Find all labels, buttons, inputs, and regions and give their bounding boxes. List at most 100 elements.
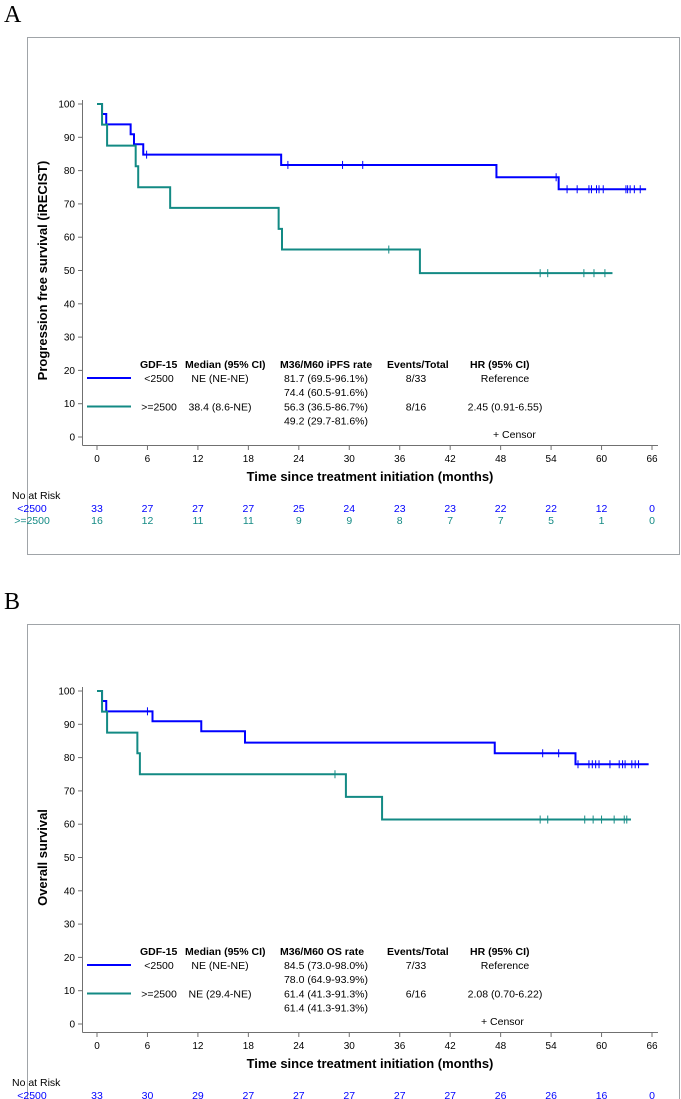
risk-count: 27	[192, 503, 204, 515]
risk-count: 27	[243, 1090, 255, 1099]
y-tick-label: 100	[58, 687, 75, 698]
risk-count: 0	[649, 503, 655, 515]
legend-rate-m60: 74.4 (60.5-91.6%)	[284, 387, 368, 399]
legend-events: 8/33	[406, 373, 427, 385]
legend-rate-m36: 56.3 (36.5-86.7%)	[284, 402, 368, 414]
survival-curve-<2500	[97, 690, 649, 766]
panel-letter: B	[4, 589, 20, 615]
risk-count: 27	[343, 1090, 355, 1099]
risk-count: 12	[142, 515, 154, 527]
legend-rate-m60: 61.4 (41.3-91.3%)	[284, 1003, 368, 1015]
x-tick-label: 48	[495, 1041, 507, 1052]
y-tick-label: 50	[64, 853, 76, 864]
x-tick-label: 66	[646, 1041, 658, 1052]
legend-header: Events/Total	[387, 946, 449, 958]
x-tick-label: 36	[394, 454, 406, 465]
x-tick-label: 36	[394, 1041, 406, 1052]
legend-table: GDF-15 Median (95% CI) M36/M60 iPFS rate Ev…	[87, 359, 542, 441]
x-tick-label: 24	[293, 454, 305, 465]
legend-rate-m36: 81.7 (69.5-96.1%)	[284, 373, 368, 385]
y-tick-label: 100	[58, 100, 75, 111]
y-tick-label: 70	[64, 786, 76, 797]
y-tick-label: 10	[64, 986, 76, 997]
risk-table-title: No at Risk	[12, 1077, 61, 1089]
y-axis-title: Overall survival	[35, 809, 50, 906]
risk-count: 11	[243, 515, 254, 527]
legend-median: 38.4 (8.6-NE)	[188, 402, 251, 414]
risk-count: 26	[495, 1090, 507, 1099]
legend-header: Median (95% CI)	[185, 359, 266, 371]
legend-header: HR (95% CI)	[470, 946, 530, 958]
x-tick-label: 54	[546, 1041, 558, 1052]
risk-table: No at Risk<250033302927272727272626160>=…	[12, 1077, 655, 1099]
risk-count: 11	[192, 515, 203, 527]
legend-hr: Reference	[481, 373, 530, 385]
legend-header: Median (95% CI)	[185, 946, 266, 958]
risk-count: 8	[397, 515, 403, 527]
risk-count: 25	[293, 503, 305, 515]
legend-table: GDF-15 Median (95% CI) M36/M60 OS rate Even…	[87, 946, 542, 1028]
legend-rate-m60: 49.2 (29.7-81.6%)	[284, 416, 368, 428]
y-tick-label: 10	[64, 399, 76, 410]
y-tick-label: 40	[64, 299, 76, 310]
y-tick-label: 30	[64, 333, 76, 344]
legend-group: >=2500	[141, 402, 177, 414]
x-tick-label: 18	[243, 1041, 255, 1052]
y-tick-label: 0	[69, 433, 75, 444]
legend-events: 6/16	[406, 989, 427, 1001]
x-axis-title: Time since treatment initiation (months)	[247, 469, 494, 484]
risk-count: 30	[142, 1090, 154, 1099]
censor-legend: + Censor	[481, 1016, 524, 1028]
risk-count: 33	[91, 1090, 103, 1099]
risk-table-title: No at Risk	[12, 490, 61, 502]
risk-count: 27	[243, 503, 255, 515]
x-tick-label: 60	[596, 1041, 608, 1052]
y-tick-label: 60	[64, 820, 76, 831]
risk-count: 26	[545, 1090, 557, 1099]
x-tick-label: 6	[145, 454, 151, 465]
x-tick-label: 6	[145, 1041, 151, 1052]
y-axis-title: Progression free survival (iRECIST)	[35, 161, 50, 381]
risk-row-label: <2500	[17, 503, 47, 515]
risk-count: 29	[192, 1090, 204, 1099]
y-tick-label: 50	[64, 266, 76, 277]
x-tick-label: 66	[646, 454, 658, 465]
x-tick-label: 18	[243, 454, 255, 465]
risk-count: 27	[444, 1090, 456, 1099]
y-tick-label: 80	[64, 753, 76, 764]
legend-hr: Reference	[481, 960, 530, 972]
risk-table: No at Risk<2500 33 27 27 27 25 24 23 23 22 22 12 0 >=…	[12, 490, 655, 527]
legend-group: >=2500	[141, 989, 177, 1001]
risk-count: 23	[444, 503, 456, 515]
risk-row-label: >=2500	[14, 515, 50, 527]
risk-count: 22	[545, 503, 557, 515]
survival-curve->=2500	[97, 103, 613, 275]
legend-hr: 2.45 (0.91-6.55)	[468, 402, 543, 414]
risk-count: 33	[91, 503, 103, 515]
legend-events: 7/33	[406, 960, 427, 972]
x-tick-label: 30	[344, 454, 356, 465]
legend-header: M36/M60 iPFS rate	[280, 359, 372, 371]
risk-count: 23	[394, 503, 406, 515]
panel-letter: A	[4, 2, 22, 28]
panel-B: B 0 10 20 30 40 50 60 70 80 90 100 0 6 12 18 24 30 36 42 48 5…	[4, 589, 680, 1099]
risk-count: 9	[346, 515, 352, 527]
x-tick-label: 42	[445, 454, 457, 465]
legend-header: GDF-15	[140, 946, 178, 958]
risk-count: 0	[649, 515, 655, 527]
y-tick-label: 70	[64, 199, 76, 210]
risk-count: 7	[447, 515, 453, 527]
risk-count: 27	[142, 503, 154, 515]
risk-count: 0	[649, 1090, 655, 1099]
legend-median: NE (29.4-NE)	[188, 989, 251, 1001]
risk-row-label: <2500	[17, 1090, 47, 1099]
censor-legend: + Censor	[493, 429, 536, 441]
legend-median: NE (NE-NE)	[191, 373, 248, 385]
risk-count: 27	[394, 1090, 406, 1099]
y-tick-label: 30	[64, 920, 76, 931]
risk-count: 5	[548, 515, 554, 527]
risk-count: 9	[296, 515, 302, 527]
panel-frame	[27, 37, 680, 555]
